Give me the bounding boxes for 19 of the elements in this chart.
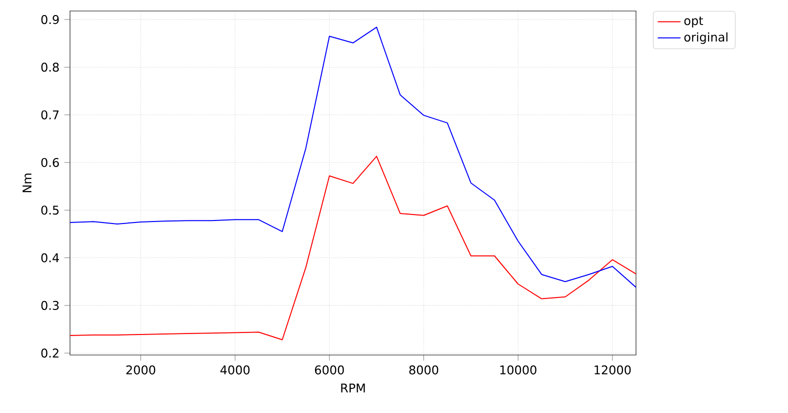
x-tick-label: 8000 <box>409 365 438 374</box>
y-tick-label: 0.2 <box>41 348 58 358</box>
y-axis-title: Nm <box>22 174 32 192</box>
x-tick-label: 6000 <box>314 365 344 374</box>
y-tick-label: 0.7 <box>41 110 59 120</box>
y-tick-label: 0.6 <box>41 158 59 168</box>
x-axis-title: RPM <box>341 384 365 392</box>
x-tick-label: 10000 <box>500 365 536 374</box>
y-tick-label: 0.4 <box>41 253 59 262</box>
legend-label: opt <box>684 16 704 28</box>
x-tick-label: 12000 <box>594 365 631 374</box>
y-tick-label: 0.3 <box>41 300 59 310</box>
x-tick-label: 4000 <box>220 365 250 374</box>
legend-label: original <box>684 32 728 44</box>
line-series <box>70 26 636 288</box>
x-tick-label: 2000 <box>126 365 156 374</box>
y-tick-label: 0.5 <box>41 206 59 215</box>
y-tick-label: 0.8 <box>41 62 59 72</box>
y-tick-label: 0.9 <box>41 15 59 24</box>
